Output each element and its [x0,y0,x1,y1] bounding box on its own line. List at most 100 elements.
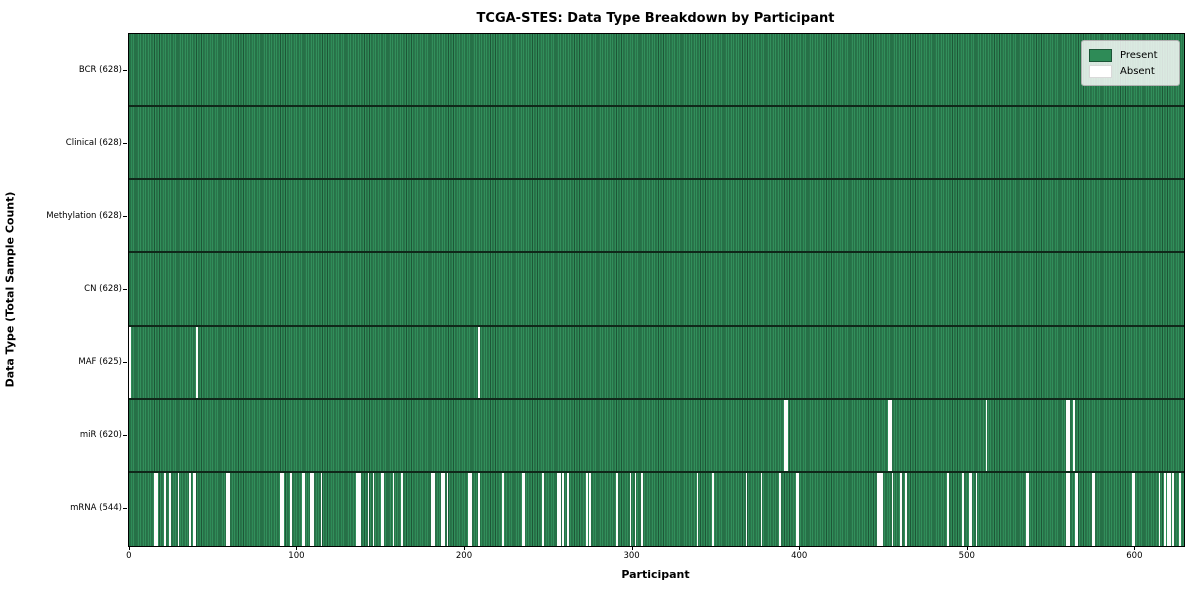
absent-line [359,472,361,546]
legend-item-absent: Absent [1089,63,1171,79]
absent-line [164,472,166,546]
absent-line [784,399,786,471]
legend-item-present: Present [1089,47,1171,63]
x-tick-mark [296,546,298,550]
absent-line [567,472,570,546]
absent-line [129,326,131,398]
absent-line [290,472,292,546]
absent-line [194,472,197,546]
absent-line [878,472,880,546]
absent-line [968,472,971,546]
y-tick-mark [123,289,127,290]
absent-line [443,472,445,546]
row-MAF [129,326,1184,400]
x-tick-mark [966,546,968,550]
absent-line [355,472,358,546]
absent-line [1066,472,1069,546]
y-tick-label: BCR (628) [78,64,122,75]
absent-line [228,472,230,546]
row-miR [129,399,1184,473]
absent-line [1167,472,1169,546]
x-tick-mark [464,546,466,550]
absent-line [900,472,902,546]
row-CN [129,253,1184,327]
absent-line [1068,472,1070,546]
absent-line [641,472,644,546]
absent-line [154,472,156,546]
absent-line [312,472,314,546]
absent-line [169,472,171,546]
absent-line [634,472,637,546]
absent-line [523,472,526,546]
absent-line [881,472,884,546]
y-tick-label: MAF (625) [78,357,122,368]
x-tick-mark [1134,546,1136,550]
absent-line [589,472,591,546]
absent-line [367,472,370,546]
absent-line [1093,472,1095,546]
absent-line [380,472,383,546]
row-mRNA [129,472,1184,546]
absent-line [888,399,890,471]
absent-line [431,472,434,546]
absent-line [441,472,444,546]
absent-line [962,472,964,546]
x-tick-mark [128,546,130,550]
x-tick-label: 500 [958,551,975,561]
absent-line [303,472,306,546]
absent-line [478,326,481,398]
absent-line [1178,472,1181,546]
legend-label-absent: Absent [1120,65,1155,77]
row-BCR [129,34,1184,108]
absent-line [891,472,894,546]
absent-line [559,472,561,546]
absent-line [629,472,632,546]
absent-line [401,472,403,546]
absent-line [985,399,988,471]
row-Methylation [129,180,1184,254]
absent-line [696,472,699,546]
y-tick-label: Methylation (628) [46,210,122,221]
absent-line [196,326,198,398]
absent-line [1074,472,1077,546]
row-Clinical [129,107,1184,181]
absent-line [797,472,800,546]
plot-area [128,33,1185,547]
x-tick-label: 600 [1126,551,1143,561]
absent-line [711,472,714,546]
absent-line [1172,472,1174,546]
absent-line [1068,399,1070,471]
legend-label-present: Present [1120,49,1158,61]
absent-line [392,472,395,546]
x-tick-mark [631,546,633,550]
y-tick-mark [123,435,127,437]
absent-line [446,472,449,546]
y-tick-mark [123,508,127,510]
absent-line [890,399,892,471]
chart-title: TCGA-STES: Data Type Breakdown by Partic… [476,11,835,26]
absent-line [310,472,313,546]
absent-line [760,472,763,546]
absent-line [1027,472,1030,546]
absent-line [281,472,284,546]
absent-swatch-icon [1089,64,1112,78]
y-tick-mark [123,142,127,144]
absent-line [1076,472,1079,546]
absent-line [478,472,481,546]
absent-line [557,472,560,546]
x-tick-label: 300 [623,551,640,561]
absent-line [470,472,472,546]
absent-line [468,472,471,546]
y-tick-label: miR (620) [79,430,122,441]
y-tick-label: Clinical (628) [65,137,122,148]
x-tick-label: 100 [288,551,305,561]
absent-line [1026,472,1028,546]
absent-line [905,472,907,546]
absent-line [779,472,781,546]
absent-line [975,472,978,546]
absent-line [1133,472,1136,546]
y-tick-label: CN (628) [84,284,122,294]
absent-line [585,472,588,546]
y-tick-mark [123,215,127,217]
